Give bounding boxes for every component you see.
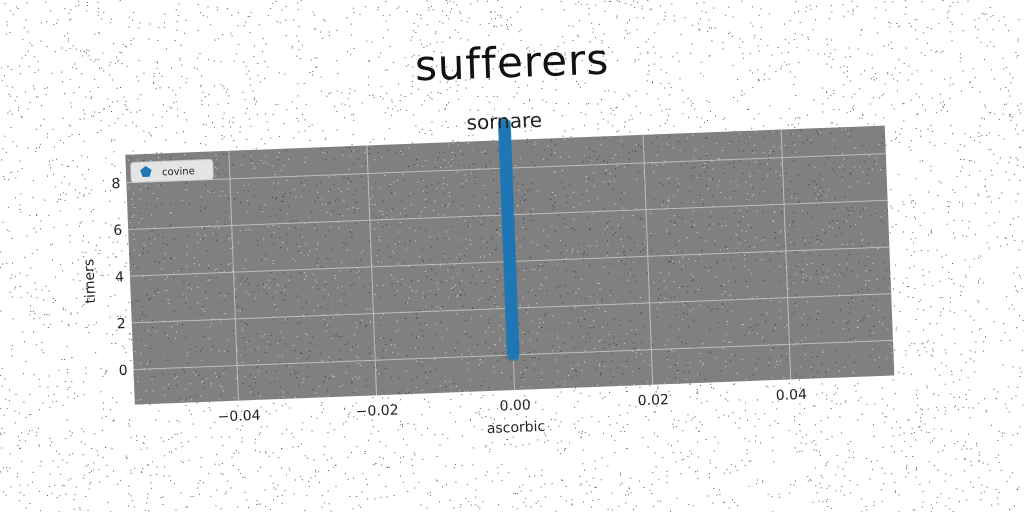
- legend-label-covine: covine: [162, 166, 195, 178]
- x-tick-label: 0.04: [776, 387, 808, 404]
- x-axis-label: ascorbic: [487, 419, 546, 437]
- data-point: [497, 116, 511, 130]
- x-tick-label: 0.02: [637, 392, 669, 409]
- x-tick-label: −0.04: [217, 408, 261, 426]
- x-grid-line-0: [228, 150, 239, 401]
- data-points: [497, 116, 520, 361]
- y-tick-label: 8: [111, 176, 121, 192]
- x-grid-line-4: [780, 129, 792, 380]
- legend-box: [130, 159, 214, 183]
- legend-marker-covine: [140, 165, 152, 178]
- x-grid-line-3: [642, 134, 654, 385]
- tick-labels: −0.04 −0.02 0.00 0.02 0.04 0 2 4 6 8: [111, 176, 808, 426]
- y-tick-label: 6: [113, 223, 123, 239]
- y-tick-label: 0: [118, 363, 128, 379]
- x-tick-label: 0.00: [499, 397, 531, 414]
- x-grid-line-1: [366, 145, 378, 396]
- plot-area-group: −0.04 −0.02 0.00 0.02 0.04 0 2 4 6 8 sornare asco…: [81, 108, 895, 437]
- y-axis-label: timers: [81, 259, 99, 304]
- legend: covine: [130, 159, 214, 183]
- chart-title: sornare: [466, 108, 542, 135]
- y-tick-label: 4: [115, 269, 125, 285]
- y-tick-label: 2: [117, 316, 127, 332]
- x-tick-label: −0.02: [355, 402, 398, 420]
